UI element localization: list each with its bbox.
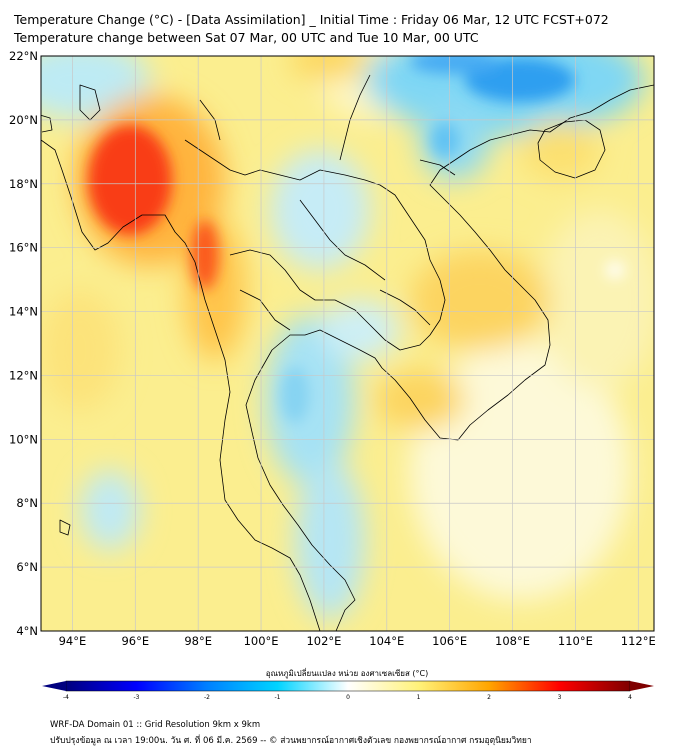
colorbar-tick-label: 2 (487, 694, 491, 701)
lon-tick-label: 106°E (432, 634, 467, 648)
temperature-field (41, 56, 654, 631)
lon-tick-label: 108°E (495, 634, 530, 648)
colorbar-title: อุณหภูมิเปลี่ยนแปลง หน่วย องศาเซลเซียส (… (266, 667, 428, 679)
colorbar-tick-label: 0 (346, 694, 350, 701)
lon-tick-label: 98°E (184, 634, 212, 648)
map-subtitle: Temperature change between Sat 07 Mar, 0… (14, 30, 479, 45)
lat-tick-label: 12°N (9, 368, 38, 382)
lat-tick-label: 6°N (16, 560, 38, 574)
lon-tick-label: 110°E (558, 634, 593, 648)
lat-tick-label: 14°N (9, 305, 38, 319)
colorbar-tick-label: -3 (134, 694, 140, 701)
colorbar-tick-label: 1 (417, 694, 421, 701)
colorbar-tick-label: -4 (63, 694, 69, 701)
colorbar-tick-label: 3 (558, 694, 562, 701)
colorbar-min-extend (42, 681, 66, 691)
lat-tick-label: 8°N (16, 496, 38, 510)
lon-tick-label: 102°E (306, 634, 341, 648)
map-frame (40, 55, 655, 632)
lat-tick-label: 20°N (9, 113, 38, 127)
lon-tick-label: 100°E (244, 634, 279, 648)
latitude-labels: 22°N 20°N 18°N 16°N 14°N 12°N 10°N 8°N 6°N 4°N (9, 49, 38, 638)
lon-tick-label: 112°E (621, 634, 656, 648)
map-title: Temperature Change (°C) - [Data Assimila… (14, 12, 609, 27)
lon-tick-label: 96°E (121, 634, 149, 648)
colorbar-max-extend (630, 681, 654, 691)
colorbar-tick-labels: -4 -3 -2 -1 0 1 2 3 4 (63, 694, 632, 701)
lat-tick-label: 10°N (9, 432, 38, 446)
lon-tick-label: 94°E (59, 634, 87, 648)
colorbar-tick-label: -1 (275, 694, 281, 701)
lat-tick-label: 22°N (9, 49, 38, 63)
lat-tick-label: 18°N (9, 177, 38, 191)
gridlines (41, 56, 654, 631)
footer-credit: ปรับปรุงข้อมูล ณ เวลา 19:00น. วัน ศ. ที่… (50, 736, 532, 746)
colorbar-tick-label: 4 (628, 694, 632, 701)
coastline-borders (41, 74, 654, 631)
colorbar-body (65, 680, 631, 692)
lon-tick-label: 104°E (369, 634, 404, 648)
colorbar (42, 680, 654, 692)
lat-tick-label: 16°N (9, 241, 38, 255)
footer-model-info: WRF-DA Domain 01 :: Grid Resolution 9km … (50, 720, 261, 730)
lat-tick-label: 4°N (16, 624, 38, 638)
colorbar-tick-label: -2 (204, 694, 210, 701)
longitude-labels: 94°E 96°E 98°E 100°E 102°E 104°E 106°E 108°E 110… (59, 634, 656, 648)
